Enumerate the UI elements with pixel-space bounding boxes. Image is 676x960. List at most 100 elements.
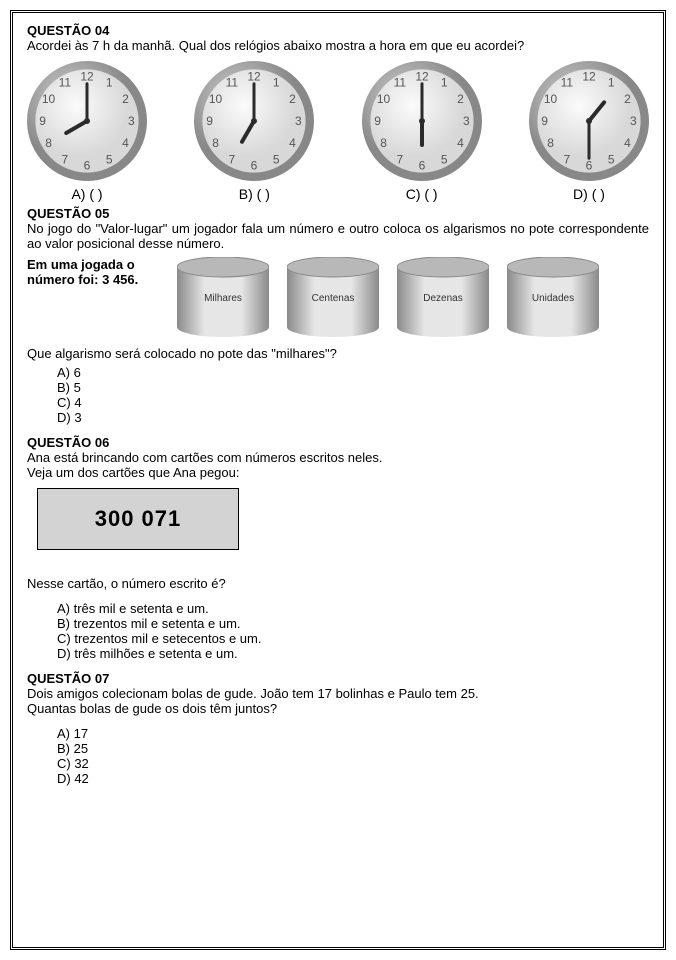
svg-text:10: 10 — [377, 92, 391, 106]
svg-text:11: 11 — [59, 76, 72, 90]
pot-milhares: Milhares — [177, 257, 269, 340]
svg-text:4: 4 — [624, 136, 631, 150]
svg-text:7: 7 — [229, 152, 236, 166]
svg-text:9: 9 — [541, 114, 548, 128]
svg-text:6: 6 — [418, 158, 425, 172]
q6-opt-a: A) três mil e setenta e um. — [57, 601, 649, 616]
svg-text:10: 10 — [544, 92, 558, 106]
clock-1: 123456789101112 B) ( ) — [194, 61, 314, 202]
q7-options: A) 17 B) 25 C) 32 D) 42 — [57, 726, 649, 786]
pot-dezenas: Dezenas — [397, 257, 489, 340]
q6-opt-b: B) trezentos mil e setenta e um. — [57, 616, 649, 631]
svg-text:2: 2 — [457, 92, 464, 106]
q7-l1: Dois amigos colecionam bolas de gude. Jo… — [27, 686, 649, 701]
svg-text:5: 5 — [273, 152, 280, 166]
svg-text:1: 1 — [106, 76, 113, 90]
clock-0: 123456789101112 A) ( ) — [27, 61, 147, 202]
q5-row: Em uma jogada o número foi: 3 456. Milha… — [27, 257, 649, 340]
svg-text:Centenas: Centenas — [312, 293, 355, 304]
q5-opt-c: C) 4 — [57, 395, 649, 410]
svg-text:12: 12 — [582, 70, 596, 84]
q7-opt-d: D) 42 — [57, 771, 649, 786]
pot-unidades: Unidades — [507, 257, 599, 340]
q6-question: Nesse cartão, o número escrito é? — [27, 576, 649, 591]
q6-l1: Ana está brincando com cartões com númer… — [27, 450, 649, 465]
svg-text:12: 12 — [80, 70, 94, 84]
svg-text:8: 8 — [380, 136, 387, 150]
svg-text:9: 9 — [207, 114, 214, 128]
svg-text:11: 11 — [393, 76, 406, 90]
svg-text:4: 4 — [289, 136, 296, 150]
q5-opt-a: A) 6 — [57, 365, 649, 380]
svg-text:5: 5 — [441, 152, 448, 166]
q6-options: A) três mil e setenta e um. B) trezentos… — [57, 601, 649, 661]
q7-opt-b: B) 25 — [57, 741, 649, 756]
svg-text:7: 7 — [396, 152, 403, 166]
svg-text:8: 8 — [547, 136, 554, 150]
q5-opt-b: B) 5 — [57, 380, 649, 395]
svg-text:2: 2 — [624, 92, 631, 106]
svg-text:Dezenas: Dezenas — [423, 293, 462, 304]
q7-opt-c: C) 32 — [57, 756, 649, 771]
svg-text:3: 3 — [630, 114, 637, 128]
q7-title: QUESTÃO 07 — [27, 671, 649, 686]
svg-text:9: 9 — [39, 114, 46, 128]
clock-icon: 123456789101112 — [362, 61, 482, 184]
q5-opt-d: D) 3 — [57, 410, 649, 425]
svg-text:12: 12 — [248, 70, 262, 84]
svg-text:5: 5 — [608, 152, 615, 166]
svg-text:8: 8 — [213, 136, 220, 150]
svg-text:6: 6 — [84, 158, 91, 172]
page: QUESTÃO 04 Acordei às 7 h da manhã. Qual… — [0, 0, 676, 960]
svg-text:1: 1 — [273, 76, 280, 90]
q6-opt-d: D) três milhões e setenta e um. — [57, 646, 649, 661]
clock-icon: 123456789101112 — [194, 61, 314, 184]
svg-text:Unidades: Unidades — [532, 293, 574, 304]
svg-text:2: 2 — [122, 92, 129, 106]
q4-title: QUESTÃO 04 — [27, 23, 649, 38]
q7-opt-a: A) 17 — [57, 726, 649, 741]
svg-text:12: 12 — [415, 70, 429, 84]
svg-text:1: 1 — [608, 76, 615, 90]
svg-text:11: 11 — [561, 76, 574, 90]
q6-opt-c: C) trezentos mil e setecentos e um. — [57, 631, 649, 646]
clock-row: 123456789101112 A) ( ) 123456789101112 B… — [27, 61, 649, 202]
svg-text:3: 3 — [295, 114, 302, 128]
clock-option-label: A) ( ) — [71, 186, 102, 202]
svg-text:10: 10 — [42, 92, 56, 106]
clock-icon: 123456789101112 — [27, 61, 147, 184]
clock-3: 123456789101112 D) ( ) — [529, 61, 649, 202]
svg-text:2: 2 — [289, 92, 296, 106]
svg-text:4: 4 — [457, 136, 464, 150]
q4-text: Acordei às 7 h da manhã. Qual dos relógi… — [27, 38, 649, 53]
clock-option-label: D) ( ) — [573, 186, 605, 202]
svg-text:Milhares: Milhares — [204, 293, 242, 304]
svg-text:3: 3 — [128, 114, 135, 128]
number-card: 300 071 — [37, 488, 239, 550]
q5-title: QUESTÃO 05 — [27, 206, 649, 221]
svg-text:6: 6 — [586, 158, 593, 172]
q6-l2: Veja um dos cartões que Ana pegou: — [27, 465, 649, 480]
svg-text:1: 1 — [441, 76, 448, 90]
svg-text:8: 8 — [45, 136, 52, 150]
q7-l2: Quantas bolas de gude os dois têm juntos… — [27, 701, 649, 716]
clock-icon: 123456789101112 — [529, 61, 649, 184]
svg-text:9: 9 — [374, 114, 381, 128]
svg-text:10: 10 — [209, 92, 223, 106]
q5-text: No jogo do "Valor-lugar" um jogador fala… — [27, 221, 649, 251]
svg-text:7: 7 — [563, 152, 570, 166]
svg-text:7: 7 — [61, 152, 68, 166]
q5-play-l1: Em uma jogada o — [27, 257, 167, 272]
content-frame: QUESTÃO 04 Acordei às 7 h da manhã. Qual… — [10, 10, 666, 950]
svg-text:4: 4 — [122, 136, 129, 150]
clock-2: 123456789101112 C) ( ) — [362, 61, 482, 202]
svg-text:6: 6 — [251, 158, 258, 172]
svg-text:3: 3 — [463, 114, 470, 128]
clock-option-label: C) ( ) — [406, 186, 438, 202]
q6-title: QUESTÃO 06 — [27, 435, 649, 450]
q5-options: A) 6 B) 5 C) 4 D) 3 — [57, 365, 649, 425]
q5-play-l2: número foi: 3 456. — [27, 272, 167, 287]
pot-row: Milhares Centenas Dezenas Unidades — [177, 257, 599, 340]
pot-centenas: Centenas — [287, 257, 379, 340]
q5-question: Que algarismo será colocado no pote das … — [27, 346, 649, 361]
